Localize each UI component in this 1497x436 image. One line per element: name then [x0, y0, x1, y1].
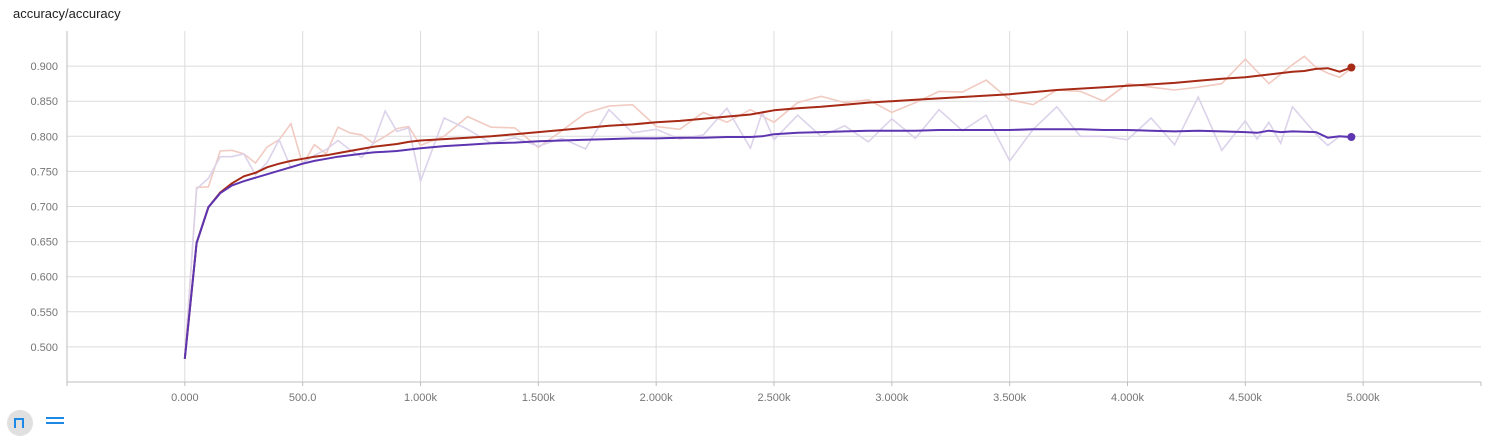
chart-plot[interactable]: 0.500 0.550 0.600 0.650 0.700 0.750 0.800 0.850…: [0, 0, 1497, 424]
x-tick-label: 2.000k: [640, 392, 674, 404]
x-tick-label: 5.000k: [1347, 392, 1381, 404]
x-tick-label: 500.0: [289, 392, 317, 404]
y-tick-label: 0.750: [30, 166, 58, 178]
x-tick-label: 1.500k: [522, 392, 556, 404]
smoothed-series-lines: [183, 63, 1356, 359]
x-tick-label: 4.500k: [1229, 392, 1263, 404]
tick-labels: 0.500 0.550 0.600 0.650 0.700 0.750 0.800 0.850…: [30, 61, 1380, 404]
x-tick-label: 0.000: [171, 392, 199, 404]
x-tick-label: 1.000k: [404, 392, 438, 404]
y-tick-label: 0.850: [30, 96, 58, 108]
y-tick-label: 0.500: [30, 342, 58, 354]
y-tick-label: 0.550: [30, 307, 58, 319]
y-tick-label: 0.650: [30, 237, 58, 249]
axes: [66, 31, 1482, 386]
expand-icon: [14, 418, 24, 428]
fit-domain-button[interactable]: [7, 410, 33, 436]
y-tick-label: 0.800: [30, 131, 58, 143]
x-tick-label: 3.500k: [993, 392, 1027, 404]
menu-icon[interactable]: [46, 417, 64, 427]
series-line-0: [183, 66, 1352, 359]
series-end-marker-1: [1347, 133, 1356, 142]
x-tick-label: 3.000k: [875, 392, 909, 404]
series-line-1: [183, 128, 1352, 359]
chart-title: accuracy/accuracy: [13, 6, 121, 21]
x-tick-label: 2.500k: [757, 392, 791, 404]
x-tick-label: 4.000k: [1111, 392, 1145, 404]
grid-lines: [67, 31, 1481, 382]
series-end-marker-0: [1347, 63, 1356, 72]
y-tick-label: 0.600: [30, 272, 58, 284]
y-tick-label: 0.900: [30, 61, 58, 73]
y-tick-label: 0.700: [30, 202, 58, 214]
